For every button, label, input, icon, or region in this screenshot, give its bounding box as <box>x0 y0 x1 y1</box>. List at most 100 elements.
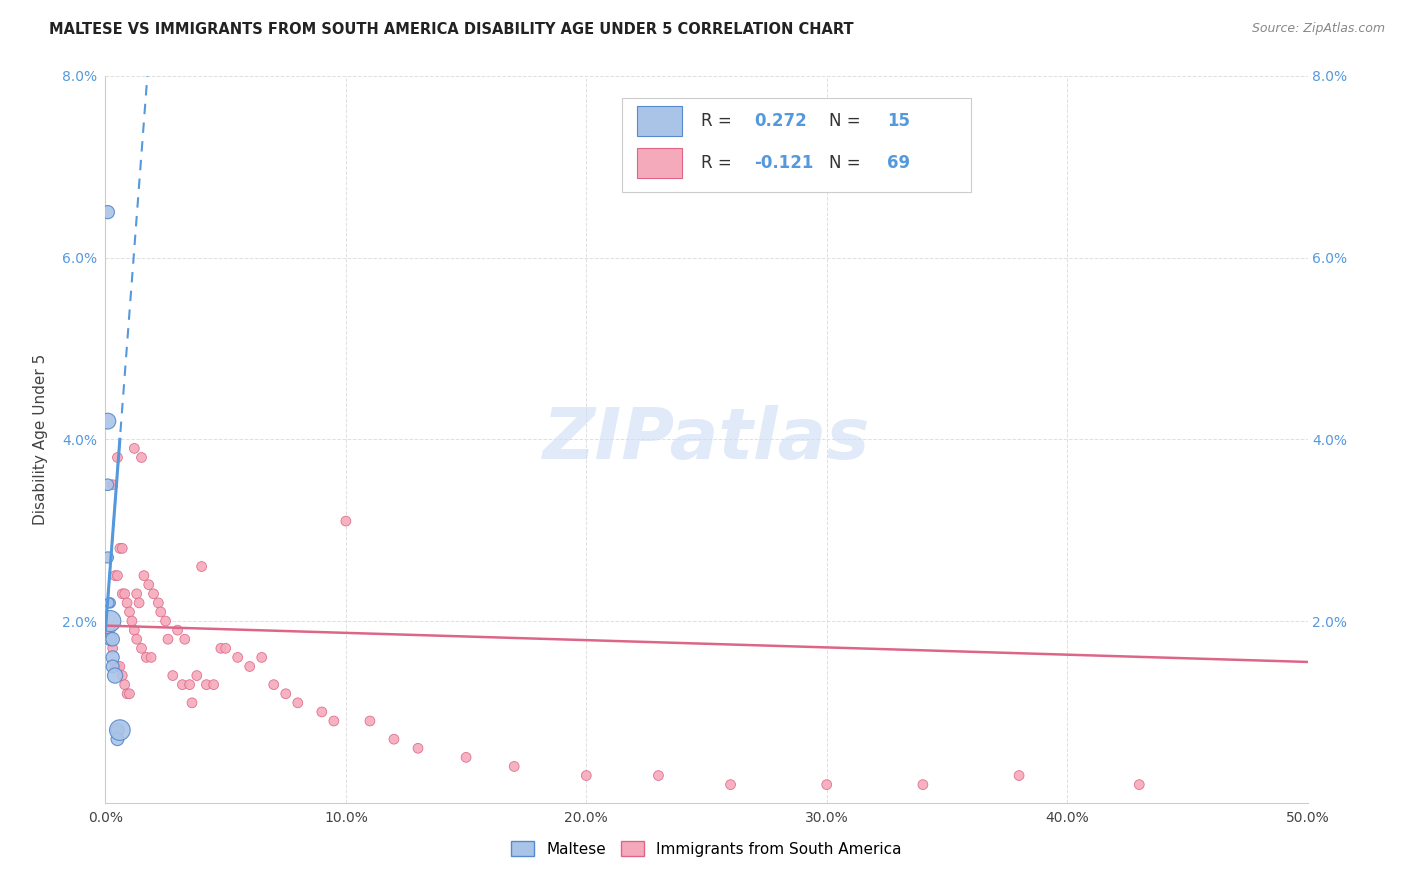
Point <box>111 668 134 682</box>
Point <box>107 450 129 465</box>
Text: -0.121: -0.121 <box>755 154 814 172</box>
Point <box>209 641 232 656</box>
Point <box>406 741 429 756</box>
Point <box>101 477 124 491</box>
Point <box>97 414 120 428</box>
Point <box>97 550 120 565</box>
Point <box>149 605 172 619</box>
Point <box>202 678 225 692</box>
Point <box>263 678 285 692</box>
Point <box>274 687 297 701</box>
Point <box>166 623 188 637</box>
Point <box>239 659 262 673</box>
Point <box>98 632 121 647</box>
Text: MALTESE VS IMMIGRANTS FROM SOUTH AMERICA DISABILITY AGE UNDER 5 CORRELATION CHAR: MALTESE VS IMMIGRANTS FROM SOUTH AMERICA… <box>49 22 853 37</box>
Point <box>226 650 249 665</box>
Text: R =: R = <box>700 112 737 130</box>
Point <box>311 705 333 719</box>
Point <box>155 614 177 628</box>
Point <box>131 641 153 656</box>
Point <box>108 723 131 737</box>
Point <box>173 632 195 647</box>
Point <box>181 696 204 710</box>
Point <box>111 587 134 601</box>
Bar <box>637 105 682 136</box>
Point <box>148 596 170 610</box>
Point <box>142 587 165 601</box>
Point <box>911 778 934 792</box>
Point <box>107 659 129 673</box>
Point <box>107 732 129 747</box>
Point <box>104 659 127 673</box>
Y-axis label: Disability Age Under 5: Disability Age Under 5 <box>34 354 48 524</box>
Point <box>107 568 129 582</box>
Point <box>172 678 194 692</box>
Point <box>101 632 124 647</box>
Point <box>97 477 120 491</box>
Text: R =: R = <box>700 154 737 172</box>
Point <box>647 768 669 782</box>
Point <box>456 750 478 764</box>
Point <box>108 541 131 556</box>
Point <box>98 596 121 610</box>
Point <box>118 605 141 619</box>
Point <box>132 568 155 582</box>
Point <box>162 668 184 682</box>
Point <box>108 659 131 673</box>
Point <box>1128 778 1150 792</box>
Point <box>125 632 148 647</box>
Point <box>139 650 162 665</box>
Point <box>503 759 526 773</box>
Point <box>250 650 273 665</box>
Point <box>138 578 160 592</box>
Point <box>135 650 157 665</box>
Point <box>101 650 124 665</box>
Point <box>104 568 127 582</box>
Point <box>101 641 124 656</box>
Bar <box>637 148 682 178</box>
Point <box>98 623 121 637</box>
Point <box>118 687 141 701</box>
Point <box>214 641 236 656</box>
Point <box>815 778 838 792</box>
Point <box>115 596 138 610</box>
Point <box>179 678 201 692</box>
Point <box>111 541 134 556</box>
Point <box>101 659 124 673</box>
Text: ZIPatlas: ZIPatlas <box>543 405 870 474</box>
Point <box>98 596 121 610</box>
Point <box>382 732 405 747</box>
Point <box>125 587 148 601</box>
Text: 0.272: 0.272 <box>755 112 807 130</box>
Text: N =: N = <box>830 112 866 130</box>
Point <box>575 768 598 782</box>
Point <box>104 668 127 682</box>
Point <box>128 596 150 610</box>
Point <box>720 778 742 792</box>
Point <box>322 714 344 728</box>
Point <box>114 678 136 692</box>
Point <box>156 632 179 647</box>
Text: N =: N = <box>830 154 866 172</box>
Point <box>124 442 146 456</box>
Point <box>359 714 381 728</box>
Text: Source: ZipAtlas.com: Source: ZipAtlas.com <box>1251 22 1385 36</box>
Point <box>335 514 357 528</box>
Point <box>98 614 121 628</box>
Bar <box>623 97 972 192</box>
Point <box>1008 768 1031 782</box>
Point <box>121 614 143 628</box>
Legend: Maltese, Immigrants from South America: Maltese, Immigrants from South America <box>503 833 910 864</box>
Point <box>115 687 138 701</box>
Point <box>131 450 153 465</box>
Point <box>186 668 208 682</box>
Point <box>195 678 218 692</box>
Text: 69: 69 <box>887 154 910 172</box>
Point <box>107 723 129 737</box>
Text: 15: 15 <box>887 112 910 130</box>
Point <box>287 696 309 710</box>
Point <box>124 623 146 637</box>
Point <box>97 205 120 219</box>
Point <box>114 587 136 601</box>
Point <box>190 559 212 574</box>
